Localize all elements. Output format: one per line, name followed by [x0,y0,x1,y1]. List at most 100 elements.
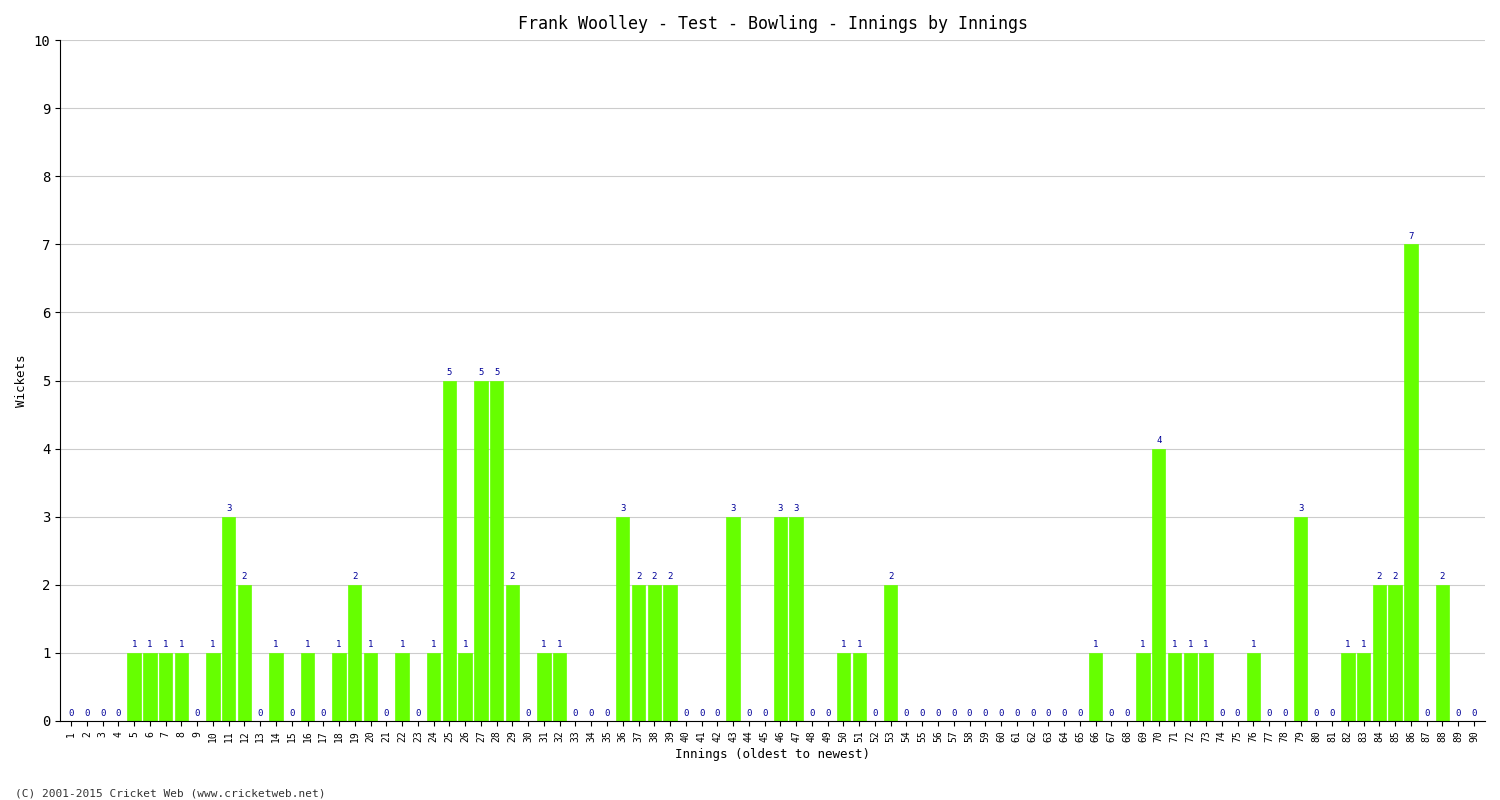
Text: 0: 0 [1424,709,1430,718]
Bar [506,585,519,721]
Text: 0: 0 [195,709,200,718]
Bar [474,381,488,721]
Text: 0: 0 [1314,709,1318,718]
Bar [663,585,676,721]
Bar [1389,585,1402,721]
Text: 0: 0 [84,709,90,718]
Text: 0: 0 [699,709,705,718]
Text: 0: 0 [573,709,578,718]
Bar [774,517,788,721]
Text: 2: 2 [1440,572,1444,582]
Text: 0: 0 [1455,709,1461,718]
Bar [396,653,410,721]
Text: 1: 1 [1172,641,1178,650]
Text: 0: 0 [1266,709,1272,718]
Bar [348,585,361,721]
Text: 2: 2 [510,572,515,582]
Bar [1184,653,1197,721]
Text: 0: 0 [1062,709,1066,718]
Bar [852,653,865,721]
Text: 0: 0 [290,709,294,718]
Bar [616,517,630,721]
Text: 0: 0 [588,709,594,718]
Text: 1: 1 [856,641,862,650]
Text: 3: 3 [226,504,231,514]
Text: 0: 0 [808,709,814,718]
Text: 0: 0 [904,709,909,718]
Text: 0: 0 [384,709,388,718]
Text: 0: 0 [321,709,326,718]
Bar [222,517,236,721]
Bar [789,517,802,721]
Text: 1: 1 [1188,641,1192,650]
Text: 1: 1 [210,641,216,650]
Text: 2: 2 [1392,572,1398,582]
Text: 1: 1 [304,641,310,650]
Bar [174,653,188,721]
Text: 2: 2 [888,572,894,582]
Text: 0: 0 [1125,709,1130,718]
Text: 1: 1 [336,641,342,650]
Text: 1: 1 [273,641,279,650]
Bar [726,517,740,721]
Text: 4: 4 [1156,436,1161,446]
Bar [1404,244,1417,721]
Text: 5: 5 [478,368,483,377]
Bar [270,653,282,721]
Text: 5: 5 [447,368,452,377]
Title: Frank Woolley - Test - Bowling - Innings by Innings: Frank Woolley - Test - Bowling - Innings… [518,15,1028,33]
Text: 1: 1 [368,641,374,650]
Y-axis label: Wickets: Wickets [15,354,28,406]
Bar [1152,449,1166,721]
Text: 3: 3 [730,504,736,514]
Text: 1: 1 [1251,641,1256,650]
Text: 0: 0 [416,709,420,718]
Text: 1: 1 [399,641,405,650]
Bar [1294,517,1308,721]
Text: 0: 0 [69,709,74,718]
Text: 0: 0 [714,709,720,718]
Text: 1: 1 [556,641,562,650]
Text: 1: 1 [147,641,153,650]
Text: 0: 0 [1077,709,1083,718]
Text: 0: 0 [100,709,105,718]
Bar [442,381,456,721]
Bar [1168,653,1180,721]
Text: 2: 2 [651,572,657,582]
Bar [1436,585,1449,721]
Bar [159,653,172,721]
Text: 7: 7 [1408,232,1413,241]
Text: 1: 1 [462,641,468,650]
Text: 2: 2 [636,572,640,582]
Text: 1: 1 [132,641,136,650]
Text: 0: 0 [258,709,262,718]
Bar [1372,585,1386,721]
Text: 0: 0 [1014,709,1020,718]
Bar [1200,653,1212,721]
Text: 0: 0 [1108,709,1114,718]
Text: (C) 2001-2015 Cricket Web (www.cricketweb.net): (C) 2001-2015 Cricket Web (www.cricketwe… [15,788,326,798]
Bar [1246,653,1260,721]
Text: 3: 3 [1298,504,1304,514]
Text: 2: 2 [242,572,248,582]
Bar [490,381,504,721]
Text: 0: 0 [1046,709,1052,718]
Text: 3: 3 [620,504,626,514]
Text: 1: 1 [1346,641,1350,650]
Bar [302,653,313,721]
Text: 5: 5 [494,368,500,377]
Text: 0: 0 [1472,709,1476,718]
Text: 1: 1 [1203,641,1209,650]
Text: 0: 0 [604,709,609,718]
Text: 1: 1 [430,641,436,650]
Text: 0: 0 [116,709,122,718]
Text: 0: 0 [1329,709,1335,718]
Text: 0: 0 [873,709,877,718]
Text: 1: 1 [164,641,168,650]
Text: 3: 3 [794,504,800,514]
Bar [884,585,897,721]
Bar [459,653,472,721]
Bar [333,653,345,721]
Text: 0: 0 [982,709,988,718]
X-axis label: Innings (oldest to newest): Innings (oldest to newest) [675,748,870,761]
